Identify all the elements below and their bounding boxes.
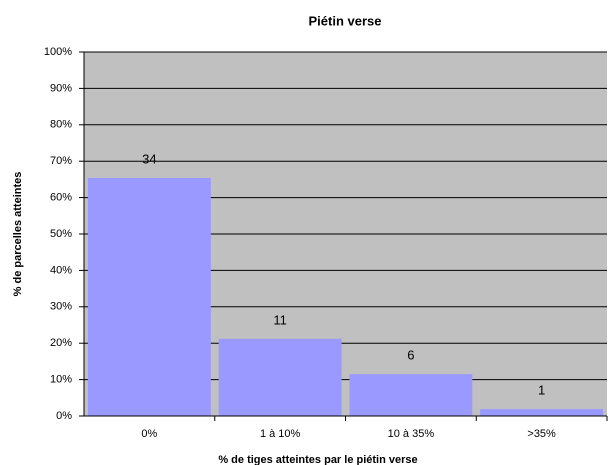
y-tick-label: 80% bbox=[50, 119, 72, 131]
data-label: 34 bbox=[142, 151, 156, 166]
bar bbox=[480, 409, 604, 416]
x-axis-title: % de tiges atteintes par le piétin verse bbox=[218, 454, 417, 465]
x-tick-label: 0% bbox=[141, 428, 157, 440]
y-tick-label: 50% bbox=[50, 228, 72, 240]
x-tick-label: 10 à 35% bbox=[388, 428, 435, 440]
y-tick-label: 70% bbox=[50, 155, 72, 167]
y-tick-label: 100% bbox=[44, 46, 72, 58]
y-axis-title: % de parcelles atteintes bbox=[12, 172, 24, 297]
data-label: 1 bbox=[538, 383, 545, 398]
data-label: 11 bbox=[273, 312, 287, 327]
bar bbox=[218, 338, 342, 416]
chart-title: Piétin verse bbox=[309, 13, 382, 28]
y-tick-label: 40% bbox=[50, 264, 72, 276]
y-tick-label: 90% bbox=[50, 82, 72, 94]
x-tick-label: >35% bbox=[527, 428, 556, 440]
y-tick-label: 60% bbox=[50, 192, 72, 204]
bar bbox=[349, 374, 473, 416]
y-tick-label: 30% bbox=[50, 301, 72, 313]
bar bbox=[87, 177, 211, 416]
data-label: 6 bbox=[407, 348, 414, 363]
x-tick-label: 1 à 10% bbox=[260, 428, 301, 440]
y-tick-label: 20% bbox=[50, 337, 72, 349]
y-tick-label: 0% bbox=[56, 410, 72, 422]
y-tick-label: 10% bbox=[50, 374, 72, 386]
